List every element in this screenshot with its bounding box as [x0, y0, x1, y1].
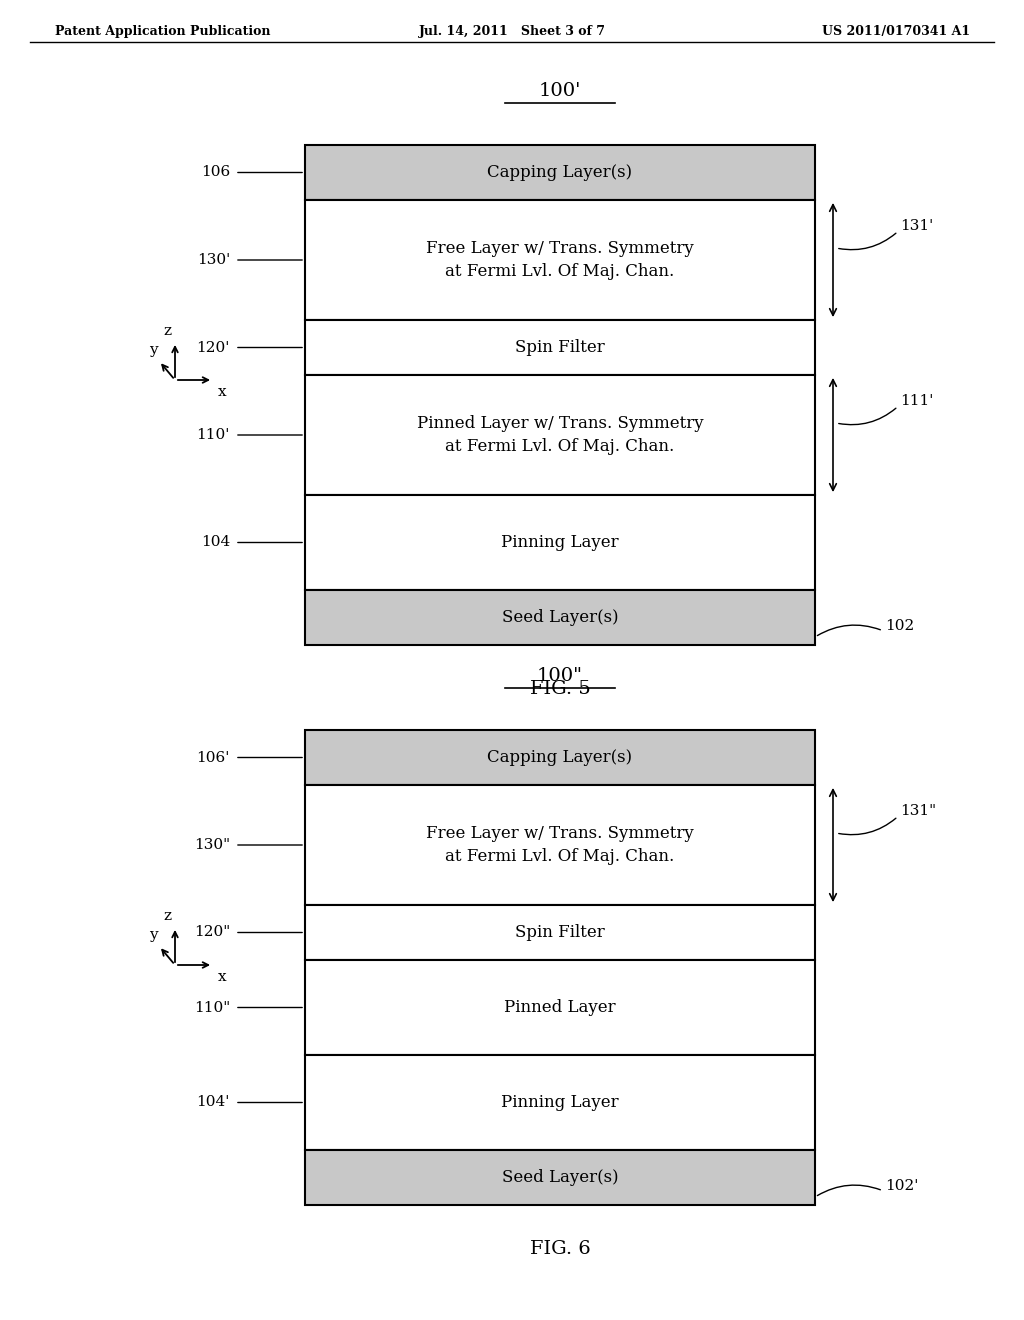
Text: 131': 131': [900, 219, 933, 234]
Text: Pinning Layer: Pinning Layer: [501, 1094, 618, 1111]
Bar: [305, 1055, 815, 1150]
Text: FIG. 6: FIG. 6: [529, 1239, 591, 1258]
Text: Pinned Layer w/ Trans. Symmetry
at Fermi Lvl. Of Maj. Chan.: Pinned Layer w/ Trans. Symmetry at Fermi…: [417, 414, 703, 455]
Text: Capping Layer(s): Capping Layer(s): [487, 748, 633, 766]
Bar: [305, 201, 815, 319]
Text: 131": 131": [900, 804, 936, 818]
Bar: [305, 785, 815, 906]
Text: Free Layer w/ Trans. Symmetry
at Fermi Lvl. Of Maj. Chan.: Free Layer w/ Trans. Symmetry at Fermi L…: [426, 240, 694, 280]
Bar: [305, 375, 815, 495]
Text: 120": 120": [194, 925, 230, 940]
Text: 104': 104': [197, 1096, 230, 1110]
Text: US 2011/0170341 A1: US 2011/0170341 A1: [822, 25, 970, 38]
Text: FIG. 5: FIG. 5: [529, 680, 591, 698]
Bar: [305, 495, 815, 590]
Text: 106': 106': [197, 751, 230, 764]
Bar: [305, 145, 815, 201]
Text: Capping Layer(s): Capping Layer(s): [487, 164, 633, 181]
Text: z: z: [163, 909, 171, 923]
Text: z: z: [163, 323, 171, 338]
Text: 130': 130': [197, 253, 230, 267]
Text: Seed Layer(s): Seed Layer(s): [502, 609, 618, 626]
Bar: [305, 960, 815, 1055]
Text: 100': 100': [539, 82, 582, 100]
Text: x: x: [218, 385, 226, 399]
Text: Spin Filter: Spin Filter: [515, 924, 605, 941]
Text: 100": 100": [537, 667, 583, 685]
Bar: [305, 590, 815, 645]
Text: 104: 104: [201, 536, 230, 549]
Text: 106: 106: [201, 165, 230, 180]
Text: Jul. 14, 2011   Sheet 3 of 7: Jul. 14, 2011 Sheet 3 of 7: [419, 25, 605, 38]
Text: 110': 110': [197, 428, 230, 442]
Text: 130": 130": [194, 838, 230, 851]
Text: 102: 102: [885, 619, 914, 632]
Text: Free Layer w/ Trans. Symmetry
at Fermi Lvl. Of Maj. Chan.: Free Layer w/ Trans. Symmetry at Fermi L…: [426, 825, 694, 865]
Text: Pinning Layer: Pinning Layer: [501, 535, 618, 550]
Bar: [305, 1150, 815, 1205]
Bar: [305, 730, 815, 785]
Text: y: y: [148, 343, 158, 358]
Text: Seed Layer(s): Seed Layer(s): [502, 1170, 618, 1185]
Text: Patent Application Publication: Patent Application Publication: [55, 25, 270, 38]
Text: Spin Filter: Spin Filter: [515, 339, 605, 356]
Text: Pinned Layer: Pinned Layer: [504, 999, 615, 1016]
Text: 110": 110": [194, 1001, 230, 1015]
Text: 111': 111': [900, 395, 933, 408]
Text: 102': 102': [885, 1179, 919, 1193]
Bar: [305, 319, 815, 375]
Text: 120': 120': [197, 341, 230, 355]
Bar: [305, 906, 815, 960]
Text: y: y: [148, 928, 158, 942]
Text: x: x: [218, 970, 226, 983]
